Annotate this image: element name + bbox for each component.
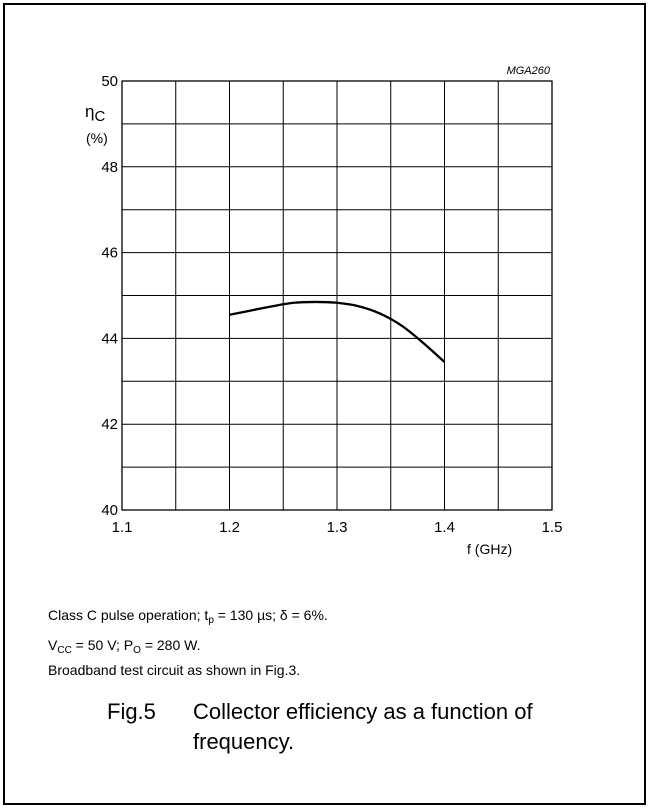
y-axis-unit: (%) xyxy=(86,130,108,146)
efficiency-curve xyxy=(229,300,446,363)
y-tick-labels: 40 42 44 46 48 50 xyxy=(101,73,118,519)
y-tick-label: 50 xyxy=(101,73,118,90)
y-axis-symbol: ηC xyxy=(85,102,105,125)
y-tick-label: 42 xyxy=(101,416,118,433)
caption-text: Collector efficiency as a function of fr… xyxy=(193,699,533,754)
y-axis-eta: η xyxy=(85,102,94,121)
x-tick-label: 1.2 xyxy=(219,519,240,536)
note-line-2: VCC = 50 V; PO = 280 W. xyxy=(48,637,201,656)
chart-code: MGA260 xyxy=(507,65,551,77)
efficiency-chart: 1.1 1.2 1.3 1.4 1.5 40 42 44 46 48 50 MGA260 ηC (… xyxy=(85,65,563,557)
y-tick-label: 40 xyxy=(101,502,118,519)
y-tick-label: 44 xyxy=(101,330,118,347)
x-tick-label: 1.4 xyxy=(434,519,455,536)
x-tick-label: 1.1 xyxy=(112,519,133,536)
y-axis-subscript: C xyxy=(94,108,105,125)
y-tick-label: 46 xyxy=(101,245,118,262)
note-line-1: Class C pulse operation; tp = 130 µs; δ … xyxy=(48,607,328,626)
x-tick-labels: 1.1 1.2 1.3 1.4 1.5 xyxy=(112,519,563,536)
x-tick-label: 1.3 xyxy=(327,519,348,536)
figure-frame xyxy=(3,3,646,805)
y-tick-label: 48 xyxy=(101,159,118,176)
plot-border xyxy=(121,80,553,511)
x-tick-label: 1.5 xyxy=(542,519,563,536)
note-line-3: Broadband test circuit as shown in Fig.3… xyxy=(48,662,301,678)
caption-number: Fig.5 xyxy=(107,699,156,724)
x-axis-label: f (GHz) xyxy=(467,541,512,557)
chart-grid xyxy=(122,81,552,510)
